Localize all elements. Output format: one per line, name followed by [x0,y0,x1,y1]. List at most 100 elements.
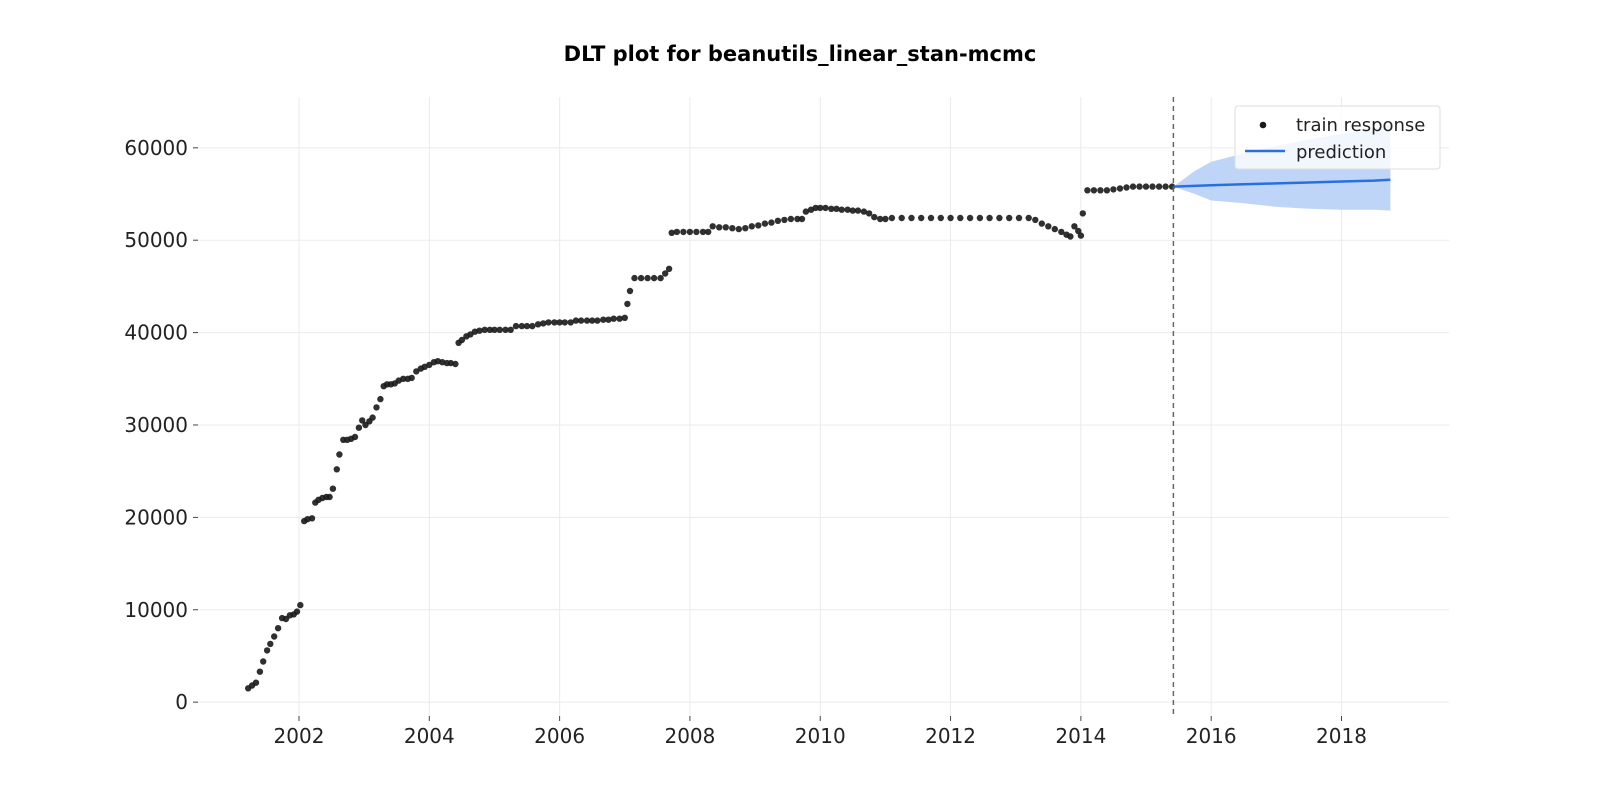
train-response-point [871,213,878,221]
train-response-point [605,316,612,323]
train-response-point [1067,233,1074,240]
train-response-point [1077,232,1085,239]
train-response-point [1090,187,1098,194]
train-response-point [849,207,856,214]
train-response-point [551,319,558,326]
train-response-point [798,215,806,223]
train-response-point [256,668,264,675]
train-response-point [927,214,935,222]
train-response-point [260,658,267,665]
train-response-point [768,219,775,226]
train-response-point [812,204,819,212]
train-response-layer [245,183,1176,692]
train-response-point [781,216,788,224]
axis-layer: 2002 2004 2006 2008 2010 2012 2014 2016 2018 0 100… [124,136,1367,748]
train-response-point [844,206,851,213]
legend-box [1234,105,1441,170]
train-response-point [572,317,580,324]
legend-train-response-label: train response [1296,115,1425,136]
x-tick-label: 2008 [664,724,715,748]
legend-prediction-label: prediction [1296,142,1386,163]
train-response-point [594,317,601,324]
train-response-point [1097,187,1104,194]
train-response-point [957,214,964,222]
train-response-point [1155,183,1163,190]
train-response-point [486,326,494,333]
train-response-point [680,228,687,236]
train-response-point [589,317,596,324]
train-response-point [523,322,531,330]
train-response-point [668,229,675,236]
train-response-point [644,274,651,282]
x-tick-label: 2012 [925,724,976,748]
train-response-point [1142,183,1150,190]
train-response-point [976,214,984,222]
train-response-point [333,466,340,473]
y-tick-label: 60000 [124,136,188,160]
train-response-point [817,204,824,212]
train-response-point [742,225,749,232]
train-response-point [271,633,278,640]
train-response-point [567,319,574,326]
train-response-point [838,206,845,213]
train-response-point [1116,185,1124,192]
train-response-point [458,336,466,344]
train-response-point [496,326,503,333]
train-response-point [267,640,274,648]
train-response-point [512,322,520,330]
train-response-point [308,515,316,522]
train-response-point [616,315,623,322]
train-response-point [529,322,536,330]
train-response-point [833,205,840,212]
train-response-point [626,287,634,295]
train-response-point [865,210,873,217]
train-response-point [735,225,742,233]
train-response-point [293,608,301,615]
x-tick-label: 2002 [274,724,325,748]
train-response-point [507,326,514,333]
y-tick-label: 40000 [124,321,188,345]
train-response-point [996,214,1003,222]
train-response-point [408,374,415,382]
y-tick-label: 20000 [124,505,188,529]
train-response-point [1045,223,1052,230]
train-response-point [794,215,801,223]
train-response-point [877,215,884,223]
train-response-point [1129,183,1137,190]
train-response-point [686,228,694,236]
train-response-point [336,451,343,458]
train-response-point [481,326,488,333]
y-tick-label: 30000 [124,413,188,437]
train-response-point [400,375,407,382]
train-response-point [252,679,260,686]
x-tick-label: 2016 [1186,724,1237,748]
train-response-point [947,214,954,222]
train-response-point [351,433,359,441]
train-response-point [326,493,333,501]
train-response-point [359,417,366,424]
grid-layer [198,97,1449,716]
prediction-line-layer [1173,178,1391,188]
train-response-point [583,317,591,324]
legend-train-response-marker [1259,121,1267,129]
train-response-point [297,601,304,609]
train-response-point [624,300,631,308]
train-response-point [1032,216,1039,224]
train-response-point [1015,214,1023,222]
train-response-point [665,265,673,272]
train-response-point [1123,184,1130,191]
train-response-point [657,274,664,282]
y-tick-label: 0 [175,690,188,714]
train-response-point [556,319,563,326]
train-response-point [502,326,509,333]
train-response-point [699,228,707,236]
train-response-point [673,228,681,236]
train-response-point [1149,183,1156,190]
train-response-point [631,274,638,282]
train-response-point [748,223,755,230]
train-response-point [1058,228,1065,236]
train-response-point [693,228,700,236]
x-tick-label: 2006 [534,724,585,748]
